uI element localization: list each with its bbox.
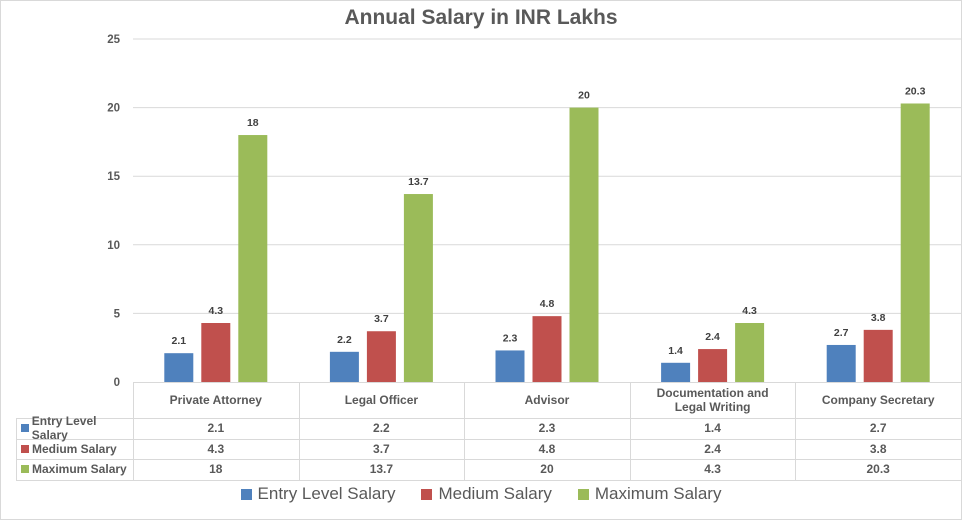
y-tick-label: 15 — [107, 171, 120, 183]
table-row-header: Maximum Salary — [17, 459, 133, 480]
table-border — [133, 382, 134, 480]
legend-swatch-icon — [421, 488, 433, 500]
y-tick-label: 0 — [114, 377, 120, 389]
category-label: Advisor — [464, 382, 630, 418]
category-label-line: Documentation and — [656, 386, 769, 400]
series-name: Medium Salary — [32, 441, 117, 456]
series-swatch-icon — [21, 465, 29, 474]
category-label-line: Advisor — [524, 393, 570, 407]
bar — [403, 194, 433, 382]
legend-item: Medium Salary — [421, 484, 552, 504]
table-cell: 2.1 — [207, 421, 225, 436]
table-cell: 2.2 — [373, 421, 390, 436]
series-name: Maximum Salary — [32, 462, 127, 477]
bar — [661, 362, 691, 382]
table-border — [16, 459, 961, 460]
data-label: 2.3 — [503, 332, 518, 344]
bar — [826, 344, 856, 382]
table-border — [464, 382, 466, 480]
table-border — [629, 382, 631, 480]
table-cell: 20.3 — [866, 462, 890, 477]
table-cell: 4.8 — [538, 441, 556, 456]
bar — [900, 103, 930, 382]
data-label: 2.1 — [171, 335, 186, 347]
data-label: 3.7 — [374, 313, 389, 325]
table-cell: 2.4 — [704, 441, 721, 456]
table-cell: 2.3 — [538, 421, 556, 436]
table-border — [795, 382, 797, 480]
data-label: 13.7 — [408, 176, 429, 188]
bar — [569, 107, 599, 382]
category-label-line: Company Secretary — [821, 393, 935, 407]
data-label: 4.8 — [540, 298, 555, 310]
data-label: 18 — [247, 117, 259, 129]
data-label: 20 — [578, 90, 590, 102]
category-label-line: Legal Officer — [344, 393, 419, 407]
table-row-header: Medium Salary — [17, 439, 133, 460]
table-cell: 2.7 — [869, 421, 887, 436]
table-cell: 18 — [209, 462, 223, 477]
data-label: 20.3 — [905, 85, 926, 97]
chart-title: Annual Salary in INR Lakhs — [344, 6, 618, 29]
data-label: 4.3 — [208, 305, 223, 317]
legend: Entry Level Salary Medium Salary Maximum S… — [0, 484, 962, 504]
table-cell: 4.3 — [704, 462, 721, 477]
table-cell: 13.7 — [369, 462, 394, 477]
table-border — [16, 438, 961, 440]
legend-label: Entry Level Salary — [257, 484, 396, 503]
data-label: 2.2 — [337, 334, 352, 346]
category-label: Documentation and Legal Writing — [630, 382, 796, 418]
bar — [164, 353, 194, 382]
category-label: Private Attorney — [133, 382, 299, 418]
bar — [698, 349, 728, 382]
table-border — [16, 418, 961, 419]
data-label: 3.8 — [871, 312, 886, 324]
legend-item: Maximum Salary — [577, 484, 722, 504]
legend-label: Medium Salary — [438, 484, 552, 503]
table-cell: 3.8 — [869, 441, 887, 456]
series-swatch-icon — [21, 444, 29, 453]
bar — [366, 331, 396, 382]
category-label-line: Legal Writing — [674, 400, 751, 414]
table-border — [133, 382, 961, 383]
category-label: Company Secretary — [795, 382, 961, 418]
series-name: Entry Level Salary — [31, 414, 97, 443]
table-border — [16, 418, 17, 480]
table-cell: 3.7 — [373, 441, 390, 456]
series-swatch-icon — [21, 424, 29, 433]
data-label: 1.4 — [668, 345, 683, 357]
y-tick-label: 25 — [107, 34, 120, 46]
data-label: 2.4 — [705, 331, 720, 343]
table-border — [298, 382, 300, 480]
legend-swatch-icon — [577, 488, 589, 500]
y-tick-label: 20 — [107, 103, 120, 115]
bar — [863, 329, 893, 382]
bar — [201, 323, 231, 382]
legend-label: Maximum Salary — [594, 484, 722, 503]
y-tick-label: 5 — [114, 308, 121, 320]
table-row-header: Entry Level Salary — [17, 414, 133, 442]
category-label-line: Private Attorney — [169, 393, 262, 407]
table-border — [16, 479, 961, 481]
bar — [495, 350, 525, 382]
bar — [238, 135, 268, 382]
data-label: 2.7 — [834, 327, 849, 339]
table-cell: 4.3 — [207, 441, 225, 456]
legend-item: Entry Level Salary — [240, 484, 396, 504]
table-cell: 20 — [540, 462, 554, 477]
legend-swatch-icon — [240, 488, 252, 500]
table-cell: 1.4 — [704, 421, 721, 436]
bar — [532, 316, 562, 382]
y-tick-label: 10 — [107, 240, 120, 252]
category-label: Legal Officer — [299, 382, 465, 418]
bar — [329, 351, 359, 382]
data-label: 4.3 — [742, 305, 757, 317]
bar — [735, 323, 765, 382]
